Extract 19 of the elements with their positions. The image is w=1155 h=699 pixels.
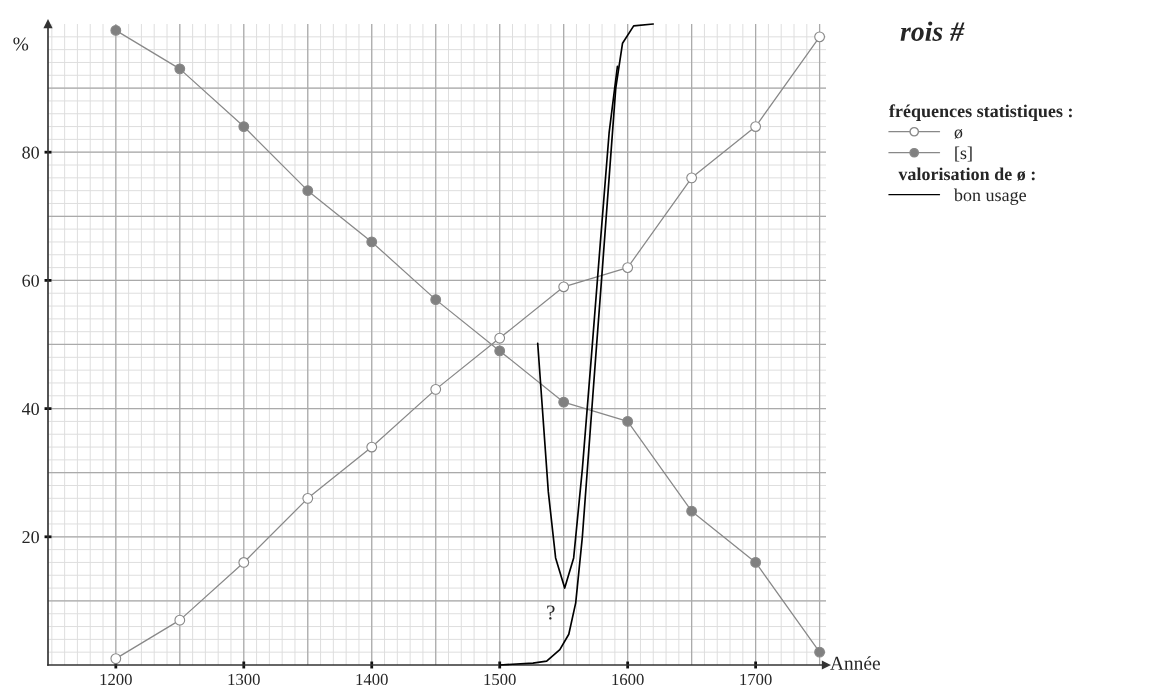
- y-tick-label: 20: [22, 531, 39, 544]
- x-axis-title: Année: [830, 656, 880, 670]
- x-tick-label: 1500: [484, 673, 516, 686]
- x-tick-label: 1600: [612, 673, 644, 686]
- annotation: ?: [547, 605, 555, 620]
- x-tick-label: 1300: [228, 673, 260, 686]
- legend-label: ø: [954, 129, 963, 139]
- legend-label: bon usage: [953, 188, 1027, 205]
- legend-title: fréquences statistiques :: [889, 104, 1072, 121]
- x-tick-label: 1400: [356, 673, 388, 686]
- x-tick-label: 1200: [100, 673, 132, 686]
- text: valorisation de ø :: [898, 167, 1035, 181]
- y-tick-label: 40: [21, 402, 39, 416]
- x-tick-label: 1700: [740, 673, 772, 686]
- legend-label: [s]: [955, 146, 972, 162]
- y-tick-label: 80: [22, 146, 39, 159]
- y-axis-title: %: [13, 37, 29, 51]
- y-tick-label: 60: [22, 274, 39, 287]
- text: rois #: [900, 21, 965, 41]
